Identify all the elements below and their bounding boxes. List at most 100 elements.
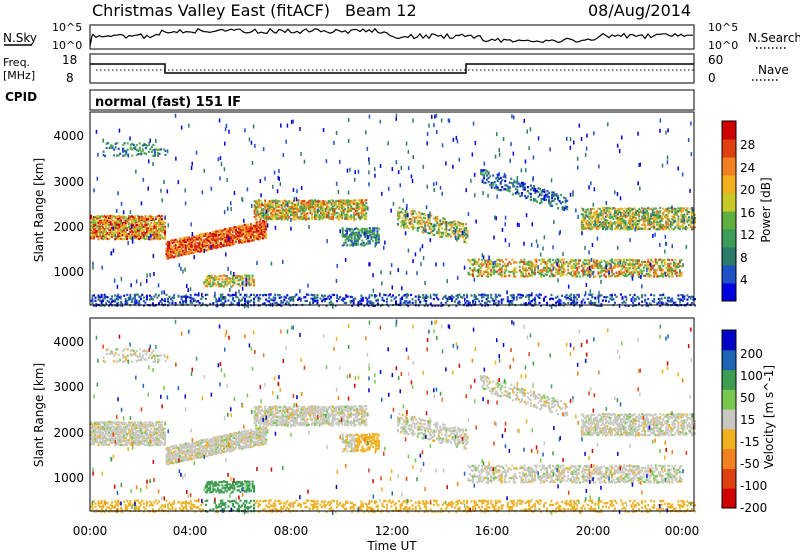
- power-cell: [403, 214, 406, 217]
- power-cell: [304, 203, 307, 206]
- power-cell: [452, 227, 455, 230]
- power-cell: [289, 207, 292, 210]
- power-cell: [203, 240, 206, 243]
- power-cell: [321, 202, 324, 205]
- power-cell: [353, 234, 356, 237]
- power-cell: [632, 296, 635, 299]
- power-cell: [463, 229, 466, 232]
- power-cell: [487, 193, 489, 198]
- power-cell: [592, 266, 595, 269]
- power-cell: [475, 260, 478, 263]
- power-cell: [332, 218, 335, 221]
- power-cell: [141, 148, 144, 151]
- power-cell: [355, 233, 358, 237]
- power-cell: [395, 296, 397, 299]
- power-cell: [179, 252, 182, 255]
- power-cell: [263, 220, 266, 223]
- power-cell: [595, 210, 598, 213]
- power-cell: [650, 293, 653, 296]
- power-cell: [358, 231, 361, 234]
- power-cell: [167, 242, 169, 245]
- power-cell: [571, 259, 574, 262]
- power-cell: [631, 276, 634, 281]
- power-cell: [100, 221, 103, 224]
- power-cell: [520, 273, 523, 276]
- power-cell: [156, 235, 159, 238]
- power-cell: [304, 218, 307, 221]
- power-cell: [107, 142, 110, 145]
- power-cell: [632, 273, 635, 276]
- power-cell: [97, 215, 100, 218]
- power-cell: [460, 230, 463, 234]
- power-cell: [576, 298, 579, 301]
- power-cell: [311, 201, 313, 204]
- power-cell: [96, 217, 98, 220]
- power-cell: [259, 231, 262, 234]
- power-cell: [326, 206, 329, 209]
- power-cell: [621, 208, 624, 211]
- power-cell: [359, 206, 362, 209]
- power-cell: [582, 263, 585, 266]
- power-cell: [136, 224, 139, 227]
- power-cell: [103, 235, 106, 239]
- power-cell: [304, 206, 307, 209]
- power-cell: [603, 259, 606, 262]
- power-cell: [492, 184, 495, 187]
- power-cell: [144, 152, 147, 155]
- power-cell: [271, 205, 274, 208]
- power-cell: [283, 213, 286, 217]
- power-cell: [130, 229, 133, 233]
- power-cell: [184, 201, 187, 206]
- power-cell: [559, 272, 562, 275]
- power-cell: [350, 241, 353, 244]
- power-cell: [561, 273, 564, 276]
- power-cell: [309, 212, 312, 215]
- power-cell: [614, 301, 616, 304]
- power-cell: [575, 208, 577, 213]
- power-cell: [488, 255, 490, 260]
- power-cell: [604, 299, 607, 302]
- power-cell: [154, 230, 157, 233]
- power-cell: [374, 234, 377, 237]
- power-cell: [471, 152, 474, 157]
- power-cell: [212, 246, 215, 249]
- power-cell: [144, 301, 147, 304]
- power-cell: [321, 203, 324, 206]
- power-cell: [686, 227, 689, 230]
- power-cell: [329, 208, 332, 211]
- power-cell: [648, 270, 651, 273]
- power-cell: [99, 215, 102, 219]
- power-cell: [144, 232, 147, 235]
- power-cell: [644, 224, 647, 227]
- power-cell: [466, 234, 469, 237]
- power-cell: [353, 211, 356, 214]
- power-cell: [386, 297, 388, 300]
- power-cell: [309, 199, 312, 202]
- power-cell: [185, 246, 188, 249]
- power-cell: [520, 296, 523, 299]
- power-cell: [356, 212, 359, 215]
- power-cell: [582, 261, 585, 264]
- power-cell: [227, 239, 230, 243]
- power-cell: [294, 213, 297, 216]
- power-cell: [356, 231, 359, 234]
- power-cell: [598, 266, 601, 269]
- power-cell: [375, 294, 378, 297]
- power-cell: [248, 227, 251, 230]
- power-cell: [185, 238, 188, 241]
- power-cell: [123, 224, 126, 228]
- power-cell: [533, 265, 536, 268]
- power-cell: [529, 198, 532, 201]
- power-cell: [94, 226, 97, 229]
- power-cell: [354, 297, 357, 300]
- power-cell: [219, 246, 222, 249]
- power-cell: [592, 271, 594, 276]
- power-cell: [445, 220, 448, 224]
- power-cell: [594, 301, 597, 304]
- power-cell: [292, 298, 295, 301]
- power-cell: [168, 301, 171, 304]
- power-cell: [644, 294, 647, 297]
- power-cell: [442, 217, 445, 220]
- power-cell: [376, 235, 379, 238]
- power-cell: [259, 210, 262, 213]
